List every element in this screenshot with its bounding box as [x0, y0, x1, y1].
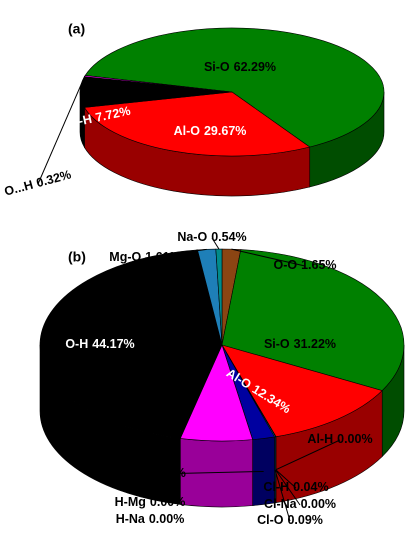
- slice-label: Na-O 0.54%: [177, 230, 246, 244]
- panel-label: (a): [68, 21, 85, 37]
- slice-label: Al-H 0.00%: [307, 432, 372, 446]
- slice-label: Cl-H 0.04%: [263, 480, 328, 494]
- slice-value: 0.00%: [137, 268, 172, 282]
- slice-category: H-Mg: [115, 495, 146, 509]
- slice-label: H-H 1.97%: [124, 466, 186, 480]
- slice-value: 0.54%: [211, 230, 246, 244]
- slice-category: Si-O: [264, 337, 290, 351]
- slice-value: 29.67%: [204, 124, 246, 138]
- slice-label: Cl-Na 0.00%: [264, 497, 336, 511]
- slice-value: 0.00%: [301, 497, 336, 511]
- slice-label: Al-O 29.67%: [174, 124, 247, 138]
- leader-line: [274, 469, 291, 522]
- slice-value: 1.97%: [150, 466, 185, 480]
- pie-slice: [39, 249, 223, 505]
- slice-label: H-Mg 0.00%: [115, 495, 186, 509]
- slice-category: H-Na: [116, 512, 146, 526]
- leader-line: [275, 469, 301, 506]
- slice-category: H-Si: [108, 268, 133, 282]
- slice-top: [221, 344, 383, 438]
- slice-category: Si-O: [204, 60, 230, 74]
- slice-label: H-Na 0.00%: [116, 512, 185, 526]
- leader-line: [139, 249, 198, 277]
- slice-label: O-O 1.65%: [273, 258, 336, 272]
- slice-label: O-H 44.17%: [65, 337, 134, 351]
- slice-category: Cl-Na: [264, 497, 298, 511]
- slice-category: O-H: [68, 112, 93, 130]
- slice-category: O-O: [273, 258, 297, 272]
- slice-category: Na-O: [177, 230, 207, 244]
- slice-label: Si-O 62.29%: [204, 60, 276, 74]
- slice-label: O...H0.32%: [3, 168, 73, 199]
- slice-top: [83, 91, 311, 157]
- panel-label: (b): [68, 249, 86, 265]
- slice-value: 0.09%: [287, 513, 322, 527]
- slice-label: Si-O 31.22%: [264, 337, 336, 351]
- leader-line: [37, 75, 86, 185]
- slice-category: Al-H: [307, 432, 333, 446]
- slice-value: 0.04%: [293, 480, 328, 494]
- slice-category: H-H: [124, 466, 146, 480]
- slice-value: 44.17%: [92, 337, 134, 351]
- slice-top: [215, 248, 223, 346]
- leader-line: [231, 248, 306, 267]
- slice-label: Mg-O 1.61%: [109, 250, 180, 264]
- slice-value: 31.22%: [294, 337, 336, 351]
- pie-slice: [221, 344, 383, 504]
- leader-line: [211, 237, 220, 250]
- slice-category: Mg-O: [109, 250, 141, 264]
- pie-slice: [221, 249, 405, 458]
- slice-category: O...H: [3, 178, 35, 199]
- slice-top: [39, 249, 223, 439]
- slice-value: 0.00%: [337, 432, 372, 446]
- slice-label: Cl-O 0.09%: [257, 513, 323, 527]
- slice-top: [221, 249, 405, 391]
- slice-label: H-Si 0.00%: [108, 268, 172, 282]
- slice-value: 0.00%: [149, 512, 184, 526]
- pie-slice: [215, 248, 223, 346]
- leader-line: [275, 439, 341, 471]
- leader-line: [275, 469, 297, 489]
- slice-value: 0.00%: [150, 495, 185, 509]
- slice-top: [84, 27, 385, 148]
- slice-value: 1.61%: [145, 250, 180, 264]
- slice-value: 62.29%: [234, 60, 276, 74]
- leader-line: [144, 248, 207, 259]
- slice-value: 0.32%: [35, 168, 73, 191]
- slice-category: Cl-H: [263, 480, 289, 494]
- slice-category: Al-O: [174, 124, 201, 138]
- slice-category: O...H: [167, 415, 187, 446]
- slice-value: 1.65%: [301, 258, 336, 272]
- leader-line: [154, 470, 264, 475]
- slice-category: O-H: [65, 337, 88, 351]
- slice-category: Cl-O: [257, 513, 284, 527]
